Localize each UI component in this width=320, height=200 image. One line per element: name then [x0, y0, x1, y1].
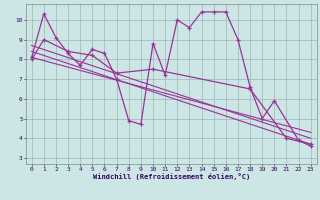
X-axis label: Windchill (Refroidissement éolien,°C): Windchill (Refroidissement éolien,°C): [92, 173, 250, 180]
